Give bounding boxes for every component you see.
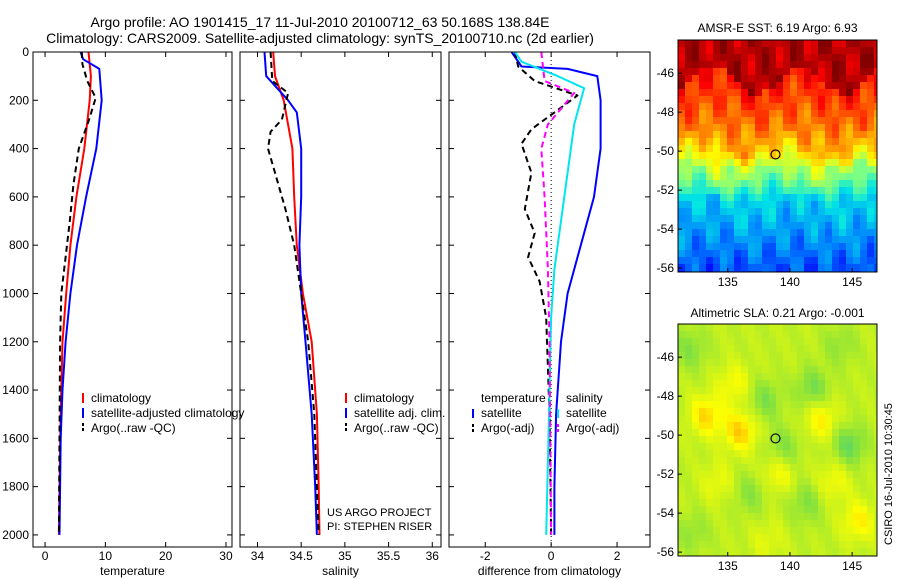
temperature-ytick-label: 200 [9, 93, 29, 107]
sst_map-argo-marker [770, 149, 781, 160]
difference-series-1 [513, 51, 579, 535]
sst_map-ytick-label: -54 [657, 222, 675, 236]
temperature-ytick-label: 800 [9, 238, 29, 252]
salinity-xtick-label: 36 [426, 549, 440, 563]
temperature-ytick-label: 400 [9, 142, 29, 156]
salinity-legend-label: Argo(..raw -QC) [354, 421, 439, 435]
sla_map-ytick-label: -50 [657, 428, 675, 442]
salinity-xtick-label: 35 [338, 549, 352, 563]
figure-title-line2: Climatology: CARS2009. Satellite-adjuste… [46, 30, 594, 46]
figure-title-line1: Argo profile: AO 1901415_17 11-Jul-2010 … [90, 14, 550, 30]
temperature-ytick-label: 1400 [2, 383, 29, 397]
difference-legend-label: Argo(-adj) [481, 421, 534, 435]
salinity-legend-label: climatology [354, 391, 414, 405]
difference-series-0 [510, 51, 602, 535]
sla_map-ytick-label: -52 [657, 467, 675, 481]
temperature-panel: 0 10 20 30 0 200 400 600 800 1000 1200 1400 1600 1800… [2, 45, 244, 578]
sst_map-xtick-label: 145 [842, 275, 862, 289]
salinity-xtick-label: 34 [251, 549, 265, 563]
difference-xtick-label: 0 [548, 549, 555, 563]
temperature-ytick-label: 2000 [2, 528, 29, 542]
difference-xtick-label: -2 [480, 549, 491, 563]
sst_map-ytick-label: -56 [657, 261, 675, 275]
sst_map-ytick-label: -48 [657, 105, 675, 119]
temperature-frame [32, 51, 233, 548]
difference-xlabel: difference from climatology [478, 564, 621, 578]
temperature-legend-label: Argo(..raw -QC) [91, 421, 176, 435]
temperature-ytick-label: 1600 [2, 431, 29, 445]
sla_map-ytick-label: -46 [657, 350, 675, 364]
salinity-panel: 34 34.5 35 35.5 36 salinity climatologysatelli… [239, 51, 445, 578]
sla_map-ytick-label: -48 [657, 389, 675, 403]
salinity-series-0 [272, 51, 321, 535]
sla_map-ytick-label: -54 [657, 506, 675, 520]
sla_map-frame [677, 323, 878, 557]
temperature-legend-label: satellite-adjusted climatology [91, 406, 244, 420]
difference-legend-header: salinity [566, 391, 603, 405]
salinity-series-1 [263, 51, 318, 535]
credit-label: CSIRO 16-Jul-2010 10:30:45 [883, 403, 895, 545]
salinity-xtick-label: 35.5 [377, 549, 401, 563]
temperature-xtick-label: 0 [42, 549, 49, 563]
salinity-xtick-label: 34.5 [289, 549, 313, 563]
sst_map-field [678, 40, 877, 272]
sla_map-title: Altimetric SLA: 0.21 Argo: -0.001 [690, 306, 864, 320]
sst_map-ytick-label: -46 [657, 66, 675, 80]
temperature-legend-label: climatology [91, 391, 151, 405]
sst_map-frame [677, 39, 878, 273]
temperature-ytick-label: 1800 [2, 480, 29, 494]
difference-xtick-label: 2 [614, 549, 621, 563]
sst_map-xtick-label: 140 [780, 275, 800, 289]
temperature-series-0 [57, 51, 92, 535]
difference-legend-label: satellite [566, 406, 607, 420]
salinity-frame [239, 51, 442, 548]
sla_map-panel: 135 140 145 -46 -48 -50 -52 -54 -56 Altimetric SL… [657, 306, 878, 573]
temperature-xtick-label: 20 [159, 549, 173, 563]
sst_map-title: AMSR-E SST: 6.19 Argo: 6.93 [697, 21, 857, 35]
sla_map-xtick-label: 140 [780, 559, 800, 573]
temperature-xlabel: temperature [100, 564, 165, 578]
salinity-series-2 [267, 51, 320, 535]
temperature-ytick-label: 1200 [2, 335, 29, 349]
difference-frame [448, 51, 651, 548]
sla_map-xtick-label: 135 [718, 559, 738, 573]
temperature-series-1 [58, 51, 103, 535]
pi-label: PI: STEPHEN RISER [327, 521, 432, 533]
temperature-ytick-label: 0 [22, 45, 29, 59]
temperature-ytick-label: 600 [9, 190, 29, 204]
sst_map-xtick-label: 135 [718, 275, 738, 289]
difference-legend-header: temperature [481, 391, 546, 405]
sla_map-ytick-label: -56 [657, 545, 675, 559]
difference-series-3 [540, 51, 576, 535]
sst_map-ytick-label: -52 [657, 183, 675, 197]
sst_map-ytick-label: -50 [657, 144, 675, 158]
sla_map-xtick-label: 145 [842, 559, 862, 573]
project-label: US ARGO PROJECT [327, 507, 432, 519]
temperature-xtick-label: 10 [99, 549, 113, 563]
temperature-series-2 [57, 51, 97, 535]
difference-legend-label: satellite [481, 406, 522, 420]
temperature-xtick-label: 30 [219, 549, 233, 563]
sla_map-field [678, 324, 877, 556]
salinity-xlabel: salinity [322, 564, 359, 578]
sst_map-panel: 135 140 145 -46 -48 -50 -52 -54 -56 AMSR-E SST: 6… [657, 21, 878, 289]
salinity-legend-label: satellite adj. clim. [354, 406, 445, 420]
temperature-ytick-label: 1000 [2, 286, 29, 300]
sla_map-argo-marker [770, 433, 781, 444]
difference-legend-label: Argo(-adj) [566, 421, 619, 435]
